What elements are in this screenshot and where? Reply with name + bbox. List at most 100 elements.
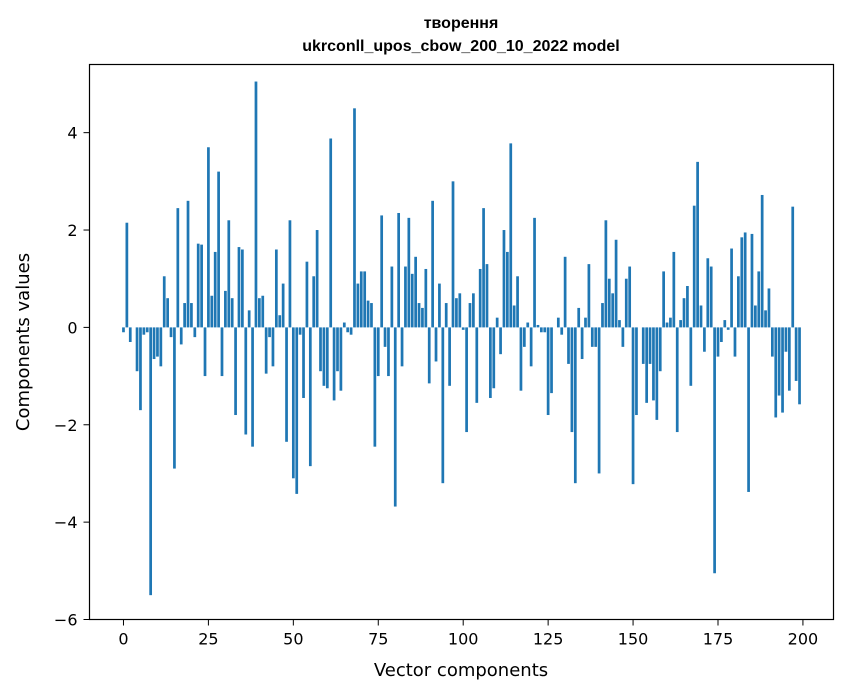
bar — [390, 266, 394, 328]
bar — [227, 220, 231, 328]
bar — [754, 305, 757, 328]
bar — [176, 208, 180, 328]
bar — [747, 327, 750, 492]
bar — [274, 249, 278, 328]
bar — [665, 322, 669, 328]
bar — [251, 327, 254, 447]
y-tick-label: 4 — [67, 124, 77, 143]
bar — [706, 258, 710, 328]
bar — [410, 273, 414, 328]
bar — [149, 327, 153, 596]
bar — [241, 249, 244, 328]
bar — [607, 278, 611, 328]
bar — [798, 327, 801, 405]
bar — [652, 327, 655, 401]
bar — [356, 283, 360, 328]
y-tick-label: 2 — [67, 221, 77, 240]
bar — [325, 327, 329, 389]
bar — [332, 327, 336, 401]
bar — [224, 290, 227, 328]
x-axis-label: Vector components — [374, 660, 548, 681]
bar — [210, 295, 214, 328]
bar — [737, 276, 740, 328]
bar — [492, 327, 496, 389]
x-tick-label: 50 — [283, 630, 303, 649]
bar — [156, 327, 159, 357]
bar — [689, 327, 693, 386]
bar — [434, 327, 438, 362]
bar — [723, 320, 727, 328]
bar — [468, 303, 472, 328]
bar — [393, 327, 397, 507]
x-tick-label: 25 — [198, 630, 218, 649]
bar — [628, 266, 632, 328]
bar — [349, 327, 353, 335]
bar — [346, 327, 350, 333]
bar — [499, 327, 502, 355]
bar — [444, 303, 448, 328]
bar — [407, 217, 411, 328]
bar — [383, 327, 387, 347]
bar — [397, 212, 401, 328]
bar — [339, 327, 343, 391]
bar — [336, 327, 339, 372]
bar — [526, 322, 530, 328]
bar — [482, 208, 485, 328]
bar — [750, 233, 754, 328]
bar — [764, 310, 767, 328]
bar — [366, 300, 370, 328]
bar — [733, 327, 737, 357]
bar — [655, 327, 659, 420]
x-tick-label: 100 — [448, 630, 479, 649]
bar — [268, 327, 271, 338]
bar — [125, 222, 129, 328]
bar — [247, 310, 251, 328]
bar — [791, 206, 795, 328]
bar — [519, 327, 523, 391]
bar — [478, 268, 482, 328]
bar — [417, 303, 421, 328]
bar — [438, 283, 441, 328]
y-axis-label: Components values — [13, 253, 34, 431]
bar — [573, 327, 577, 484]
bar — [285, 327, 288, 442]
bar — [190, 303, 193, 328]
bar — [546, 327, 550, 416]
bar — [448, 327, 451, 386]
bar — [743, 232, 747, 328]
bar — [421, 307, 424, 328]
x-tick-label: 200 — [788, 630, 819, 649]
bar — [291, 327, 295, 479]
bar — [169, 327, 173, 338]
bar — [692, 205, 696, 328]
bar — [196, 243, 200, 328]
bar — [431, 200, 434, 328]
bar — [363, 271, 367, 328]
x-axis-ticks: 0 25 50 75 100 125 150 175 200 — [118, 619, 819, 649]
y-tick-label: −2 — [54, 416, 78, 435]
bar — [122, 327, 125, 333]
bar — [145, 327, 149, 333]
bar — [641, 327, 645, 364]
bar — [624, 278, 628, 328]
bar — [152, 327, 156, 360]
bar — [400, 327, 404, 367]
bar — [159, 327, 163, 367]
x-tick-label: 125 — [533, 630, 564, 649]
bar — [621, 327, 625, 347]
bar — [278, 315, 282, 328]
bar — [139, 327, 142, 411]
bar — [234, 327, 237, 416]
bar — [536, 324, 540, 328]
bar — [686, 286, 689, 328]
bar — [781, 327, 784, 413]
bar — [173, 327, 176, 469]
bar — [329, 138, 333, 328]
bar — [774, 327, 778, 418]
bar — [550, 327, 553, 394]
bar — [207, 147, 210, 328]
bar — [359, 271, 363, 328]
bar — [767, 288, 771, 328]
bar — [305, 261, 309, 328]
